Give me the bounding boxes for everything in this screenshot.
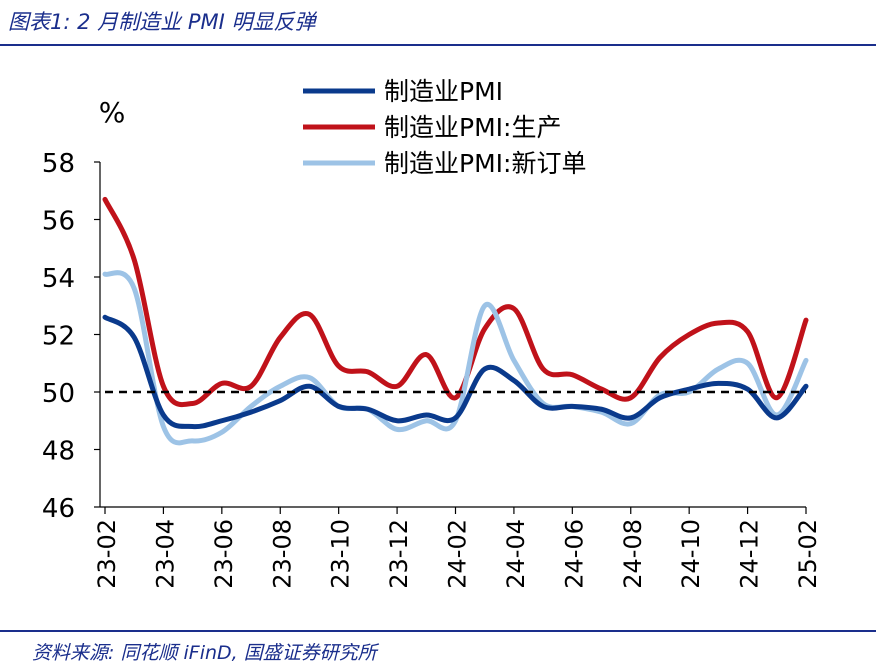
- x-tick-label: 24-08: [619, 519, 647, 589]
- x-tick-label: 24-06: [560, 519, 588, 589]
- legend-label-0: 制造业PMI: [384, 77, 503, 106]
- x-tick-label: 24-12: [736, 519, 764, 589]
- x-tick-label: 24-02: [444, 519, 472, 589]
- y-tick-label: 56: [42, 207, 75, 237]
- x-tick-label: 24-10: [677, 519, 705, 589]
- x-tick-label: 23-10: [327, 519, 355, 589]
- x-tick-label: 23-02: [93, 519, 121, 589]
- legend-label-2: 制造业PMI:新订单: [384, 149, 586, 178]
- title-rule: [0, 44, 876, 46]
- y-tick-label: 46: [42, 494, 75, 524]
- footer-rule: [0, 630, 876, 632]
- y-tick-label: 50: [42, 379, 75, 409]
- series-line-0: [102, 314, 809, 430]
- x-tick-label: 25-02: [794, 519, 822, 589]
- x-tick-label: 23-12: [385, 519, 413, 589]
- y-tick-label: 52: [42, 322, 75, 352]
- y-axis-label: %: [99, 96, 126, 129]
- figure-title: 图表1: 2 月制造业 PMI 明显反弹: [8, 10, 316, 34]
- x-tick-label: 24-04: [502, 519, 530, 589]
- legend-label-1: 制造业PMI:生产: [384, 113, 561, 142]
- x-tick-label: 23-06: [210, 519, 238, 589]
- y-tick-label: 48: [42, 437, 75, 467]
- source-note: 资料来源: 同花顺 iFinD, 国盛证券研究所: [32, 642, 377, 664]
- x-tick-label: 23-08: [268, 519, 296, 589]
- y-tick-label: 58: [42, 149, 75, 179]
- series-line-1: [102, 196, 809, 408]
- y-tick-label: 54: [42, 264, 75, 294]
- x-tick-label: 23-04: [151, 519, 179, 589]
- pmi-line-chart: 46 48 50 52 54 56 58% 23-02 23-04 23-06 23-08 23-10…: [42, 77, 822, 589]
